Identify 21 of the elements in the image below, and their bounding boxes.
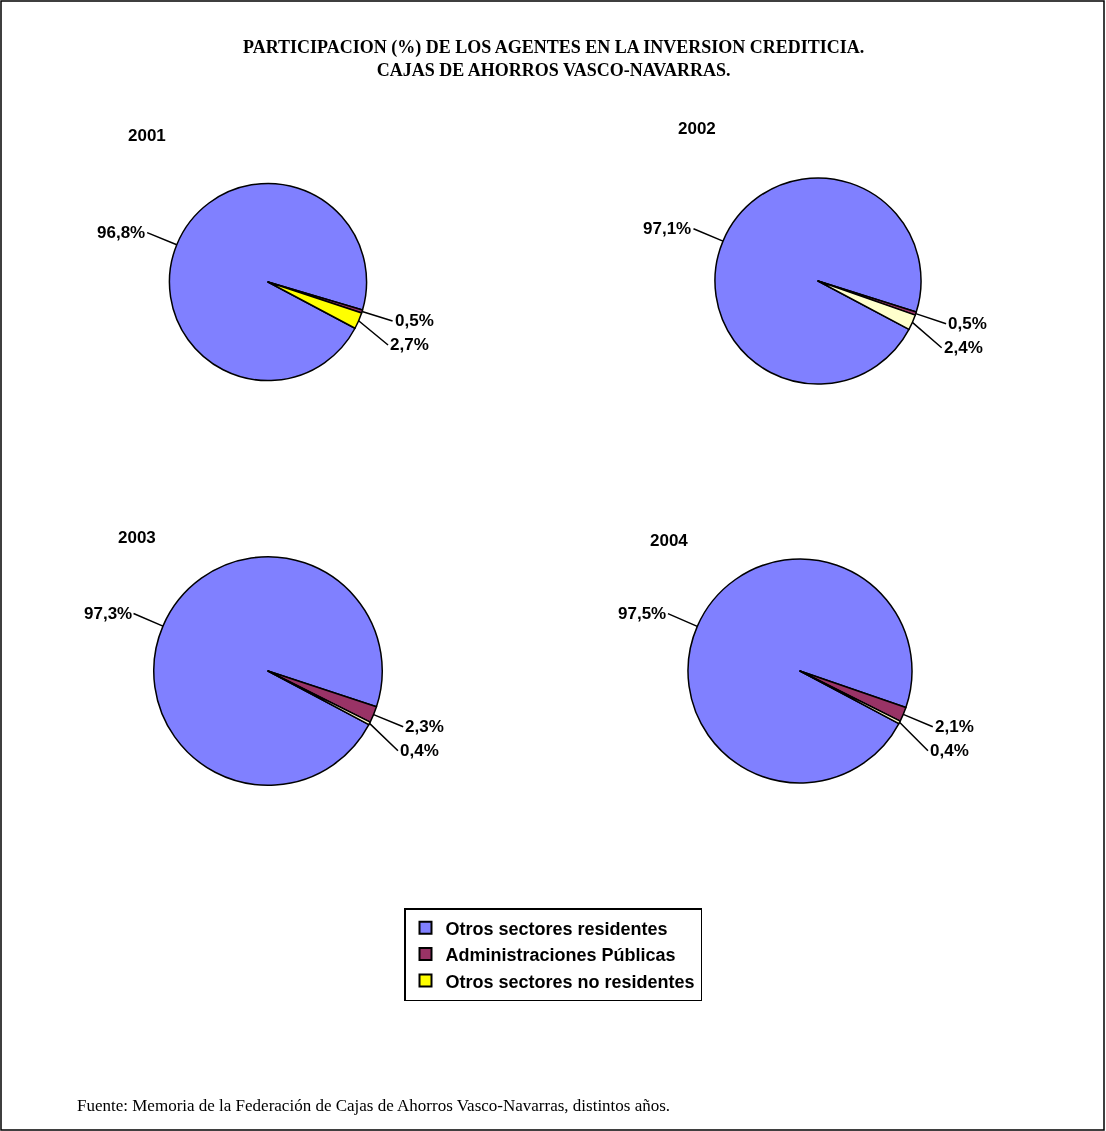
data-label: 2,4%: [944, 338, 983, 357]
legend-label: Otros sectores residentes: [445, 918, 668, 939]
data-label: 96,8%: [97, 223, 146, 242]
chart-title: 2001: [128, 126, 166, 145]
data-label: 0,4%: [930, 741, 969, 760]
text: PARTICIPACION (%) DE LOS AGENTES EN LA INVERSION CREDITICIA. CAJAS DE AHORROS VASCO-NAVARRAS.: [243, 37, 865, 81]
data-label: 0,5%: [395, 311, 434, 330]
legend-label: Administraciones Públicas: [445, 945, 676, 966]
data-label: 2,3%: [405, 717, 444, 736]
source-note: Fuente: Memoria de la Federación de Cajas de Ahorros Vasco-Navarras, distintos años.: [77, 1096, 671, 1115]
data-label: 0,4%: [400, 741, 439, 760]
data-label: 97,5%: [618, 604, 667, 623]
data-label: 97,3%: [84, 604, 133, 623]
chart-title: 2004: [650, 531, 689, 550]
data-label: 97,1%: [643, 219, 692, 238]
chart-title: 2002: [678, 119, 716, 138]
data-label: 2,7%: [390, 335, 429, 354]
legend-label: Otros sectores no residentes: [445, 971, 695, 992]
data-label: 2,1%: [935, 717, 974, 736]
data-label: 0,5%: [948, 314, 987, 333]
chart-title: 2003: [118, 528, 156, 547]
